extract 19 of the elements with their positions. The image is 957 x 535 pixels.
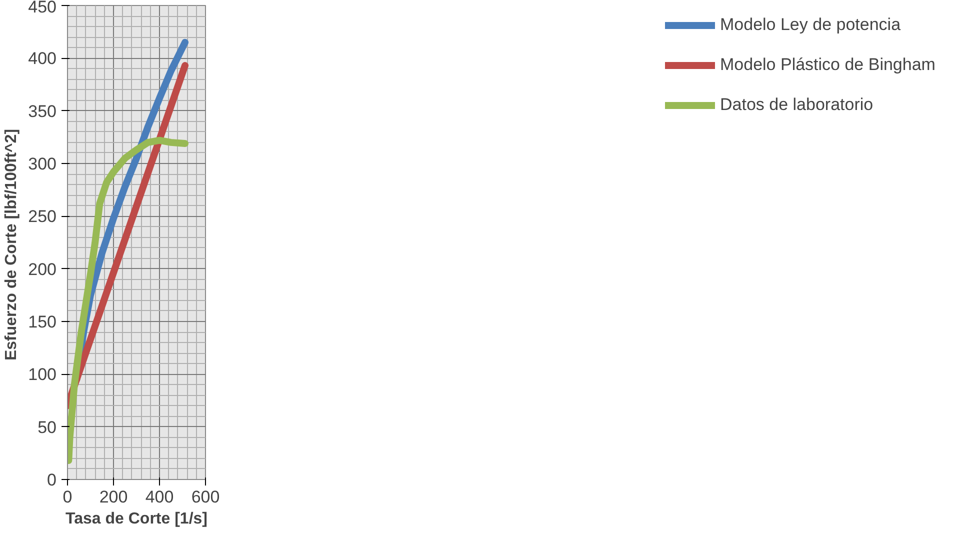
y-tick-label: 450 [28,0,57,16]
y-tick-label: 250 [28,207,57,226]
x-axis-title: Tasa de Corte [1/s] [66,510,208,528]
y-axis-title: Esfuerzo de Corte [lbf/100ft^2] [3,128,20,361]
legend-label: Modelo Plástico de Bingham [720,55,936,75]
x-tick-label: 400 [145,488,174,506]
legend-label: Modelo Ley de potencia [720,15,902,35]
y-tick-label: 350 [28,102,57,121]
y-tick-label: 400 [28,49,57,68]
y-tick-label: 100 [28,365,57,384]
y-tick-label: 200 [28,260,57,279]
y-tick-label: 150 [28,312,57,332]
y-tick-label: 0 [47,470,57,490]
y-tick-label: 50 [38,418,57,437]
x-tick-label: 0 [62,488,72,506]
x-tick-label: 200 [99,488,128,506]
legend-label: Datos de laboratorio [720,95,874,115]
y-tick-label: 300 [28,154,57,174]
x-tick-label: 600 [191,488,220,506]
